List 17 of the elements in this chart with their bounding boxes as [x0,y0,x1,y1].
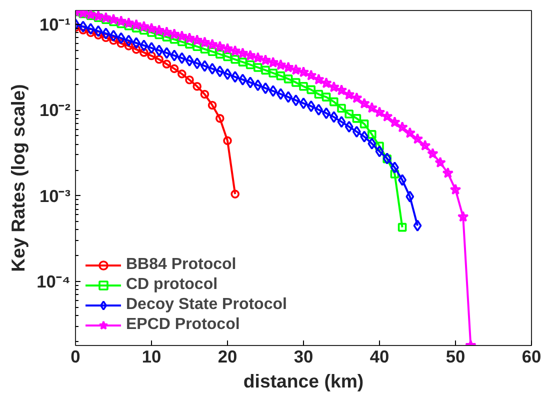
x-tick-label: 20 [218,346,238,366]
legend-label: Decoy State Protocol [126,296,287,314]
x-tick-label: 10 [142,346,162,366]
legend-label: BB84 Protocol [126,256,236,274]
y-axis-title: Key Rates (log scale) [8,84,29,272]
y-tick-label: 10⁻² [39,100,71,120]
x-tick-label: 30 [294,346,314,366]
x-tick-label: 60 [522,346,541,366]
x-tick-label: 50 [446,346,466,366]
x-axis-title: distance (km) [243,370,364,392]
y-tick-label: 10⁻¹ [39,14,71,34]
legend-label: CD protocol [126,276,218,294]
legend-label: EPCD Protocol [126,316,240,334]
x-tick-label: 0 [70,346,80,366]
y-tick-label: 10⁻⁴ [36,272,71,292]
y-tick-label: 10⁻³ [39,186,71,206]
x-tick-label: 40 [370,346,390,366]
